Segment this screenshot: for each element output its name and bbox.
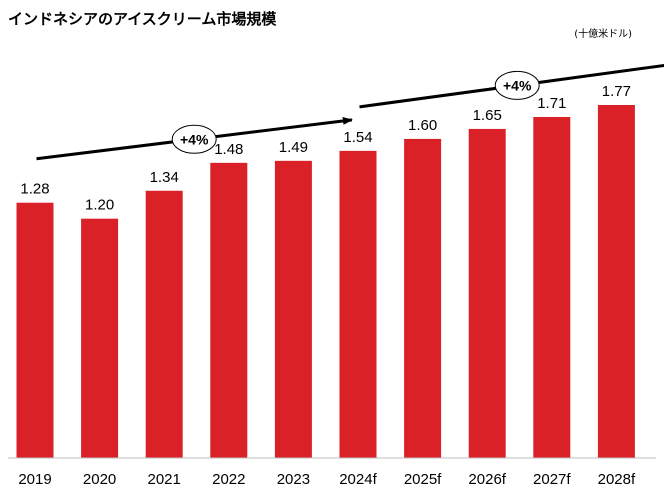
growth-badge bbox=[171, 124, 217, 154]
x-tick-label: 2022 bbox=[212, 471, 245, 488]
growth-label: +4% bbox=[503, 77, 532, 93]
value-label: 1.60 bbox=[408, 117, 437, 134]
bar-group: 1.28 2019 1.20 2020 1.34 2021 1.48 2022 1.49 2023… bbox=[16, 83, 636, 488]
growth-annotations: +4% +4% bbox=[36, 63, 664, 161]
chart-title: インドネシアのアイスクリーム市場規模 bbox=[8, 10, 277, 28]
value-label: 1.49 bbox=[279, 139, 308, 156]
x-tick-label: 2025f bbox=[404, 471, 442, 488]
value-label: 1.65 bbox=[473, 107, 502, 124]
unit-label: (十億米ドル) bbox=[574, 27, 632, 40]
bar-2020 bbox=[81, 218, 119, 458]
value-label: 1.48 bbox=[214, 141, 243, 158]
bar-2024f bbox=[339, 150, 377, 458]
x-tick-label: 2020 bbox=[83, 471, 116, 488]
value-label: 1.77 bbox=[602, 83, 631, 100]
x-tick-label: 2026f bbox=[468, 471, 506, 488]
bar-2019 bbox=[16, 202, 54, 458]
x-tick-label: 2021 bbox=[148, 471, 181, 488]
bar-2023 bbox=[274, 160, 312, 459]
x-tick-label: 2023 bbox=[277, 471, 310, 488]
growth-label: +4% bbox=[180, 131, 209, 147]
x-tick-label: 2027f bbox=[533, 471, 571, 488]
x-tick-label: 2019 bbox=[18, 471, 51, 488]
bar-2022 bbox=[210, 162, 248, 458]
bar-2025f bbox=[404, 138, 442, 458]
value-label: 1.34 bbox=[150, 169, 179, 186]
growth-badge bbox=[494, 70, 540, 100]
value-label: 1.20 bbox=[85, 197, 114, 214]
value-label: 1.28 bbox=[20, 181, 49, 198]
x-tick-label: 2024f bbox=[339, 471, 377, 488]
bar-2027f bbox=[533, 116, 571, 459]
x-tick-label: 2028f bbox=[598, 471, 636, 488]
bar-2021 bbox=[145, 190, 183, 458]
bar-2026f bbox=[468, 128, 506, 459]
value-label: 1.71 bbox=[537, 95, 566, 112]
bar-2028f bbox=[597, 105, 635, 458]
value-label: 1.54 bbox=[343, 129, 372, 146]
